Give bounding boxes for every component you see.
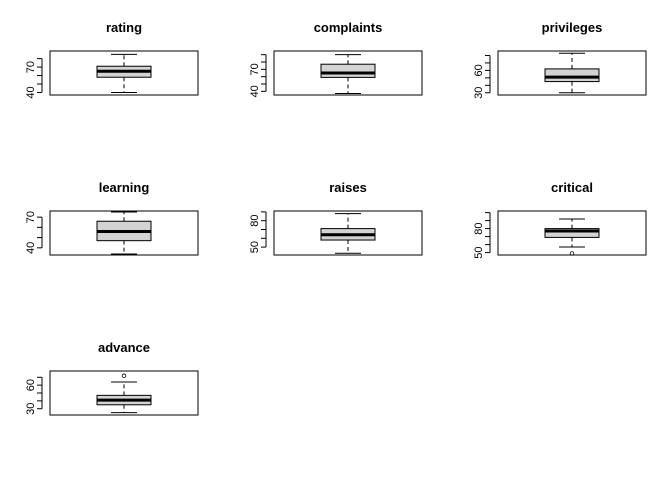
y-tick-label: 30 <box>473 87 485 99</box>
plot-frame <box>49 50 199 96</box>
panel-title: rating <box>106 20 142 35</box>
boxplot-panel-learning: learning 40 70 <box>25 180 199 256</box>
plot-frame <box>49 370 199 416</box>
y-tick-label: 50 <box>473 246 485 258</box>
boxplot-panel-rating: rating 40 70 <box>25 20 199 99</box>
y-tick-label: 70 <box>25 211 37 223</box>
panel-title: privileges <box>542 20 603 35</box>
outlier-point <box>121 373 127 378</box>
y-tick-label: 70 <box>25 61 37 73</box>
boxplot-panel-critical: critical 50 80 <box>473 180 647 259</box>
plot-frame <box>273 50 423 96</box>
panel-title: critical <box>551 180 593 195</box>
boxplot-panel-advance: advance 30 60 <box>25 340 199 416</box>
outlier-point <box>569 251 575 256</box>
plot-frame <box>273 210 423 256</box>
panel-title: raises <box>329 180 367 195</box>
boxplot-panel-complaints: complaints 40 70 <box>249 20 423 97</box>
boxplot-panel-privileges: privileges 30 60 <box>473 20 647 99</box>
iqr-box <box>544 228 600 238</box>
y-tick-label: 40 <box>249 85 261 97</box>
iqr-box <box>320 63 376 78</box>
y-tick-label: 50 <box>249 241 261 253</box>
y-tick-label: 80 <box>249 215 261 227</box>
boxplot-panel-raises: raises 50 80 <box>249 180 423 256</box>
y-tick-label: 60 <box>25 379 37 391</box>
y-tick-label: 30 <box>25 403 37 415</box>
y-tick-label: 80 <box>473 222 485 234</box>
y-tick-label: 40 <box>25 242 37 254</box>
y-tick-label: 40 <box>25 86 37 98</box>
iqr-box <box>544 68 600 83</box>
panel-title: complaints <box>314 20 383 35</box>
y-tick-label: 70 <box>249 63 261 75</box>
plot-frame <box>497 50 647 96</box>
panel-title: advance <box>98 340 150 355</box>
y-tick-label: 60 <box>473 64 485 76</box>
panel-title: learning <box>99 180 150 195</box>
plot-frame <box>49 210 199 256</box>
